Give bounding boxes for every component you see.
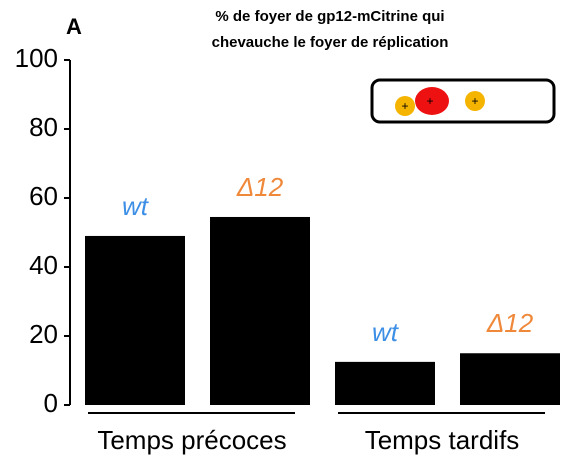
y-tick-label: 80	[29, 112, 58, 142]
bar	[85, 235, 185, 405]
chart-title: chevauche le foyer de réplication	[212, 34, 449, 51]
inset-symbol: +	[471, 94, 478, 108]
x-tick-label: Temps tardifs	[365, 425, 520, 455]
inset-focus	[415, 87, 449, 115]
inset-focus	[465, 91, 485, 111]
inset-focus	[395, 96, 415, 116]
x-tick-label: Temps précoces	[97, 425, 286, 455]
y-tick-label: 60	[29, 181, 58, 211]
bar	[335, 361, 435, 405]
panel-label: A	[66, 14, 82, 39]
bar	[210, 216, 310, 405]
inset-symbol: +	[401, 99, 408, 113]
series-label: Δ12	[486, 308, 534, 338]
y-tick-label: 20	[29, 319, 58, 349]
inset-symbol: +	[426, 94, 433, 108]
series-label: wt	[372, 317, 400, 347]
chart-title: % de foyer de gp12-mCitrine qui	[215, 8, 444, 25]
bar	[460, 353, 560, 405]
y-tick-label: 0	[44, 388, 58, 418]
y-tick-label: 40	[29, 250, 58, 280]
series-label: Δ12	[236, 172, 284, 202]
inset-box	[370, 78, 556, 124]
inset: + + +	[370, 78, 556, 124]
series-label: wt	[122, 191, 150, 221]
y-tick-label: 100	[15, 43, 58, 73]
